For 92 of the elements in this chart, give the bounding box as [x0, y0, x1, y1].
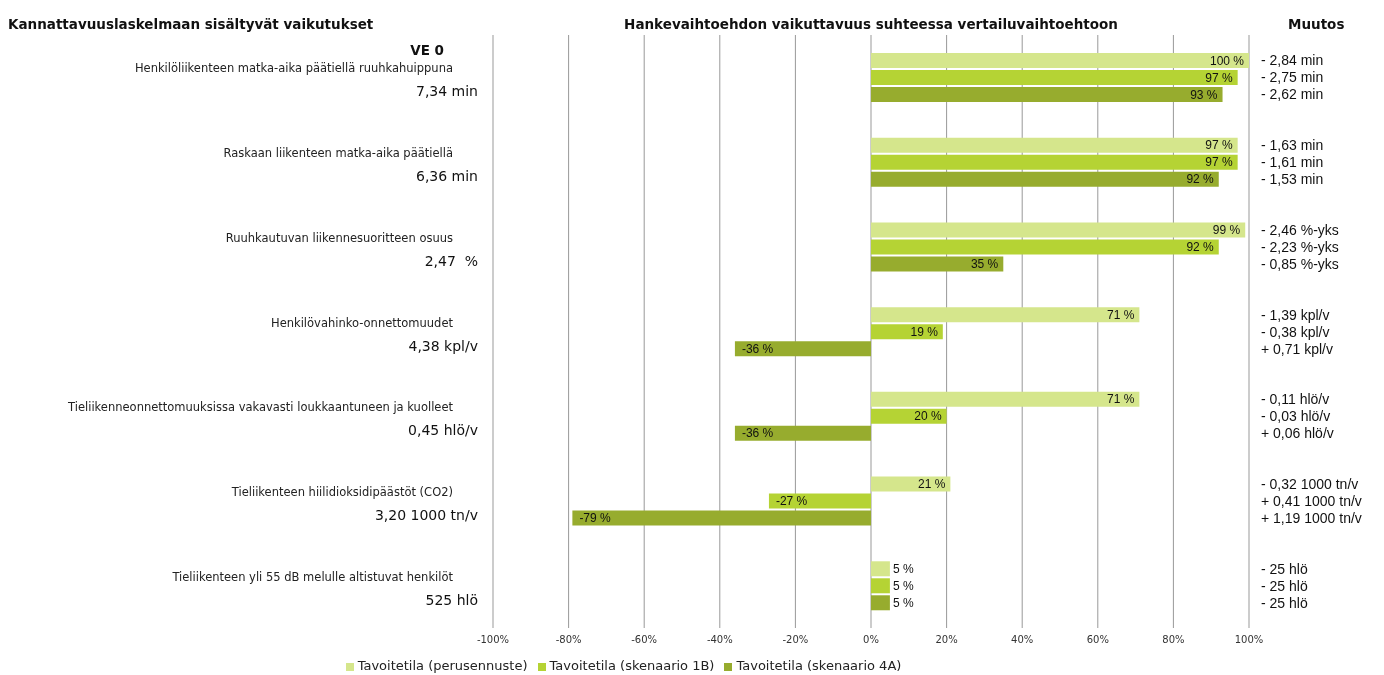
text: 6,36 min — [415, 168, 478, 185]
chart-title: Hankevaihtoehdon vaikuttavuus suhteessa vertailuvaihtoehtoon — [623, 16, 1119, 32]
text: Kannattavuuslaskelmaan sisältyvät vaikutukset — [8, 16, 374, 32]
x-tick-label: 40% — [1011, 634, 1034, 646]
data-label: 35 % — [970, 256, 999, 271]
data-label: -79 % — [579, 511, 612, 526]
x-tick-label: -20% — [782, 634, 809, 646]
x-tick-label: 100% — [1234, 634, 1264, 646]
legend-label: Tavoitetila (skenaario 1B) — [549, 658, 715, 673]
text: 4,38 kpl/v — [408, 337, 478, 354]
data-label: 5 % — [892, 578, 914, 593]
data-label: 99 % — [1212, 222, 1241, 237]
text: - 2,62 min — [1261, 86, 1324, 103]
bar — [734, 425, 871, 441]
bar — [871, 222, 1246, 238]
text: - 2,75 min — [1261, 69, 1324, 86]
y-tick-label: Henkilöliikenteen matka-aika päätiellä ruuhkahuippuna — [134, 61, 453, 76]
legend-label: Tavoitetila (skenaario 4A) — [736, 658, 902, 673]
bar — [768, 493, 871, 509]
y-tick-label: Tieliikenteen yli 55 dB melulle altistuvat henkilöt — [171, 569, 454, 584]
text: Muutos — [1288, 16, 1345, 32]
bar — [871, 561, 890, 577]
text: 7,34 min — [415, 83, 478, 100]
y-tick-label: Tieliikenteen hiilidioksidipäästöt (CO2) — [230, 484, 453, 499]
y-tick-label: Ruuhkautuvan liikennesuoritteen osuus — [225, 230, 453, 245]
text: - 1,53 min — [1261, 171, 1324, 188]
x-tick-label: 20% — [935, 634, 958, 646]
legend-label: Tavoitetila (perusennuste) — [357, 658, 528, 673]
x-tick-label: 80% — [1162, 634, 1185, 646]
bar — [871, 137, 1238, 153]
data-label: -36 % — [741, 341, 774, 356]
bar — [871, 578, 890, 594]
text: + 0,41 1000 tn/v — [1261, 492, 1362, 509]
data-label: 97 % — [1205, 138, 1233, 153]
y-tick-label: Raskaan liikenteen matka-aika päätiellä — [223, 146, 453, 161]
text: + 0,06 hlö/v — [1261, 425, 1334, 442]
text: - 1,39 kpl/v — [1261, 306, 1330, 323]
text: 3,20 1000 tn/v — [374, 506, 478, 523]
x-tick-label: -60% — [631, 634, 658, 646]
text: - 25 hlö — [1261, 577, 1308, 594]
data-label: 71 % — [1107, 392, 1135, 407]
data-label: 100 % — [1209, 53, 1245, 68]
text: - 1,63 min — [1261, 137, 1324, 154]
x-tick-label: -40% — [706, 634, 733, 646]
text: + 1,19 1000 tn/v — [1261, 509, 1362, 526]
bar — [572, 510, 871, 526]
bar — [871, 239, 1219, 255]
data-label: 21 % — [918, 477, 946, 492]
data-label: 71 % — [1107, 307, 1135, 322]
x-tick-label: 0% — [863, 634, 879, 646]
data-label: -36 % — [741, 426, 774, 441]
bar — [871, 70, 1238, 85]
text: 525 hlö — [425, 591, 478, 608]
text: - 0,11 hlö/v — [1261, 391, 1330, 408]
text: - 2,84 min — [1261, 52, 1324, 69]
bar — [871, 256, 1004, 272]
text: - 2,23 %-yks — [1261, 238, 1339, 255]
bar — [871, 391, 1140, 407]
y-tick-label: Henkilövahinko-onnettomuudet — [271, 315, 454, 330]
x-tick-label: -80% — [555, 634, 582, 646]
y-tick-label: Tieliikenneonnettomuuksissa vakavasti loukkaantuneen ja kuolleet — [67, 400, 454, 415]
text: VE 0 — [410, 42, 444, 58]
bar — [734, 341, 871, 357]
data-label: 5 % — [892, 595, 914, 610]
bar — [871, 53, 1249, 68]
data-label: 5 % — [892, 561, 914, 576]
data-label: 19 % — [910, 324, 939, 339]
x-tick-label: -100% — [476, 634, 510, 646]
bar — [871, 171, 1219, 187]
text: - 25 hlö — [1261, 594, 1308, 611]
text: - 1,61 min — [1261, 154, 1324, 171]
data-label: 97 % — [1205, 70, 1233, 85]
text: - 0,85 %-yks — [1261, 255, 1339, 272]
text: - 0,38 kpl/v — [1261, 323, 1330, 340]
text: - 25 hlö — [1261, 560, 1308, 577]
bar — [871, 87, 1223, 102]
text: - 0,03 hlö/v — [1261, 408, 1331, 425]
data-label: 20 % — [914, 409, 942, 424]
data-label: 92 % — [1186, 172, 1215, 187]
text: - 2,46 %-yks — [1261, 221, 1339, 238]
text: - 0,32 1000 tn/v — [1261, 475, 1359, 492]
bar — [871, 595, 890, 611]
data-label: -27 % — [775, 494, 808, 509]
text: 2,47 % — [424, 252, 478, 269]
data-label: 93 % — [1190, 87, 1218, 102]
text: + 0,71 kpl/v — [1261, 340, 1333, 357]
text: 0,45 hlö/v — [408, 422, 478, 439]
x-tick-label: 60% — [1086, 634, 1109, 646]
data-label: 97 % — [1205, 155, 1233, 170]
bar — [871, 154, 1238, 170]
bar — [871, 307, 1140, 323]
data-label: 92 % — [1186, 239, 1215, 254]
